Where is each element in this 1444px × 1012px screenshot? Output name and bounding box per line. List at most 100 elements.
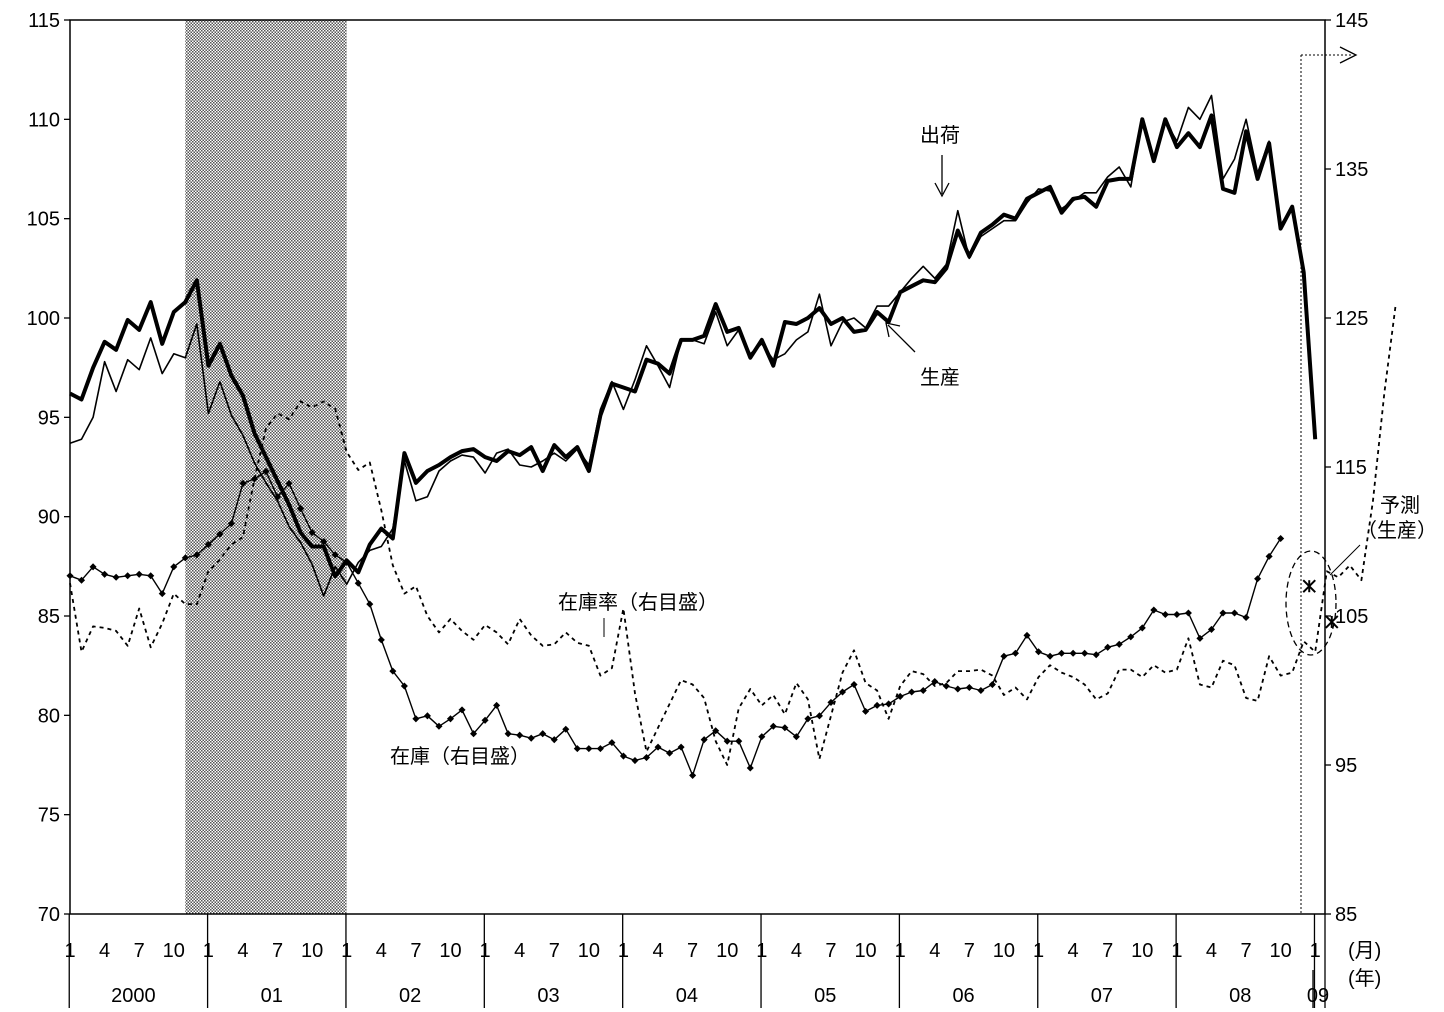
inventory-point [989,681,996,688]
inventory-point [585,745,592,752]
left-tick-label: 110 [28,109,60,131]
month-tick-label: 7 [825,940,836,962]
left-tick-label: 80 [38,705,60,727]
month-tick-label: 7 [1102,940,1113,962]
forecast-pointer [1330,545,1360,575]
inventory-point [1047,653,1054,660]
month-tick-label: 4 [791,940,802,962]
inventory-point [804,715,811,722]
month-tick-label: 4 [99,940,110,962]
inventory-point [1070,650,1077,657]
inventory-point [689,772,696,779]
inventory-point [908,688,915,695]
inventory-point [124,572,131,579]
month-tick-label: 1 [64,940,75,962]
inventory-point [539,730,546,737]
year-label: 2000 [111,985,156,1007]
annotations: 出荷 生産 在庫率（右目盛） 在庫（右目盛） 予測 （生産） [390,47,1437,914]
inventory-point [666,750,673,757]
month-tick-label: 7 [272,940,283,962]
month-tick-label: 1 [618,940,629,962]
month-tick-label: 10 [1131,940,1153,962]
inventory-point [977,687,984,694]
inventory-point [147,572,154,579]
month-tick-label: 10 [854,940,876,962]
month-tick-label: 4 [1068,940,1079,962]
left-tick-label: 95 [38,407,60,429]
label-production: 生産 [920,366,960,389]
inventory-point [159,590,166,597]
month-tick-label: 7 [549,940,560,962]
month-tick-label: 4 [652,940,663,962]
left-tick-label: 105 [27,209,60,231]
inventory-point [136,571,143,578]
month-tick-label: 7 [964,940,975,962]
right-tick-label: 135 [1335,159,1368,181]
inventory-point [1173,611,1180,618]
year-label: 05 [814,985,836,1007]
inventory-point [1116,641,1123,648]
inventory-point [516,732,523,739]
month-tick-label: 7 [687,940,698,962]
recession-shading-layer [185,20,346,914]
inventory-point [574,745,581,752]
right-tick-label: 105 [1335,606,1368,628]
inventory-point [678,744,685,751]
month-tick-label: 4 [929,940,940,962]
left-tick-label: 90 [38,507,60,529]
left-tick-label: 70 [38,904,60,926]
month-tick-label: 4 [237,940,248,962]
year-label: 03 [537,985,559,1007]
left-tick-label: 115 [28,10,60,32]
inventory-point [885,700,892,707]
inventory-point [1185,609,1192,616]
inventory-point [966,684,973,691]
inventory-point [355,580,362,587]
inventory-point [113,574,120,581]
month-tick-label: 10 [439,940,461,962]
label-inventory: 在庫（右目盛） [390,745,530,768]
inventory-point [735,738,742,745]
inventory-point [1243,614,1250,621]
month-unit-label: (月) [1348,940,1381,962]
inventory-point [851,681,858,688]
month-tick-label: 1 [480,940,491,962]
inventory-point [943,682,950,689]
inventory-point [1058,650,1065,657]
year-label: 01 [261,985,283,1007]
month-tick-label: 10 [716,940,738,962]
recession-shade [185,20,346,914]
inventory-point [1081,650,1088,657]
inventory-point [528,735,535,742]
year-label: 04 [676,985,698,1007]
year-label: 02 [399,985,421,1007]
month-tick-label: 1 [1171,940,1182,962]
month-tick-label: 7 [134,940,145,962]
inventory-point [1104,644,1111,651]
month-tick-label: 1 [341,940,352,962]
inventory-point [862,708,869,715]
month-tick-label: 10 [993,940,1015,962]
month-tick-label: 4 [376,940,387,962]
inventory-point [505,730,512,737]
month-tick-label: 10 [1270,940,1292,962]
inventory-point [1162,611,1169,618]
label-shipments: 出荷 [920,124,960,147]
inventory-point [631,757,638,764]
label-forecast-line2: （生産） [1357,519,1437,542]
right-tick-label: 95 [1335,755,1357,777]
arrow-production-line [888,325,915,352]
month-tick-label: 1 [895,940,906,962]
year-unit-label: (年) [1348,967,1381,990]
inventory-point [954,685,961,692]
right-tick-label: 145 [1335,10,1368,32]
inventory-point [874,702,881,709]
left-tick-label: 85 [38,606,60,628]
year-label: 09 [1307,985,1329,1007]
year-label: 07 [1091,985,1113,1007]
inventory-point [412,715,419,722]
inventory-point [1150,607,1157,614]
right-tick-label: 85 [1335,904,1357,926]
right-tick-label: 115 [1335,457,1367,479]
label-inventory-ratio: 在庫率（右目盛） [558,591,718,614]
